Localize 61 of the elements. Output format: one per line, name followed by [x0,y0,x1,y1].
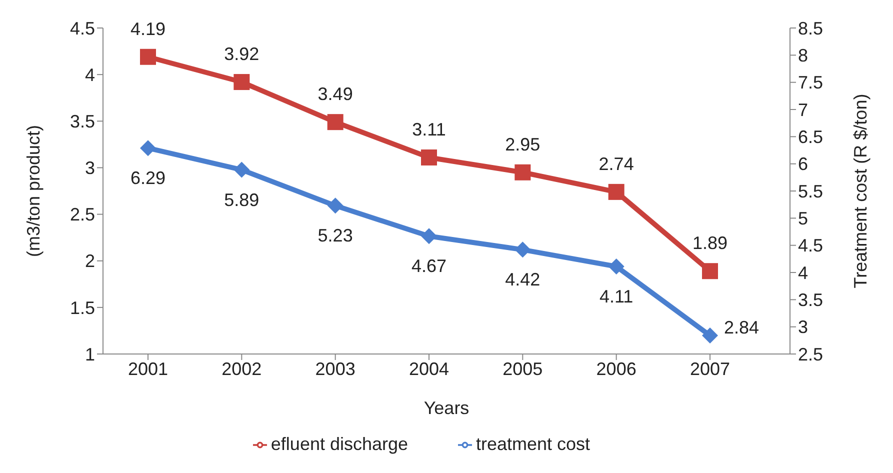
data-label: 4.19 [130,18,166,39]
point [702,328,718,344]
data-label: 2.95 [505,134,540,154]
y2-tick-label: 4 [798,262,808,283]
y-axis-title: (m3/ton product) [23,124,44,258]
data-label: 3.49 [318,84,353,104]
y2-tick-label: 6.5 [798,127,824,148]
x-tick-label: 2003 [315,358,356,379]
point [140,48,156,65]
y-tick-label: 1.5 [70,298,95,318]
y-tick-label: 2 [84,251,95,272]
legend-label: efluent discharge [270,434,408,454]
x-tick-label: 2007 [690,358,730,379]
data-label: 6.29 [130,168,166,188]
data-label: 2.74 [598,154,634,174]
y2-tick-label: 2.5 [798,344,824,364]
point [608,258,624,275]
point [421,228,437,244]
y2-tick-label: 3.5 [798,290,824,310]
point [514,164,531,180]
y2-tick-label: 5.5 [798,181,824,202]
y-tick-label: 4 [84,64,95,85]
y2-axis-title: Treatment cost (R $/ton) [850,94,870,288]
x-tick-label: 2006 [596,358,636,379]
data-label: 3.11 [412,119,446,140]
point [140,140,156,156]
x-tick-label: 2004 [408,358,450,379]
point [234,162,250,178]
x-axis-title: Years [424,398,470,418]
data-label: 2.84 [724,318,760,338]
point [702,263,718,280]
y2-tick-label: 6 [798,154,808,174]
y-tick-label: 3.5 [70,112,95,132]
x-tick-label: 2005 [502,358,543,379]
data-label: 3.92 [224,44,260,64]
y-tick-label: 2.5 [70,204,95,225]
point [327,114,344,130]
data-label: 5.89 [224,190,260,210]
y2-tick-label: 8 [798,46,808,66]
y-tick-label: 4.5 [70,18,95,38]
y2-tick-label: 7 [798,100,808,120]
data-label: 4.11 [599,286,634,307]
x-tick-label: 2001 [128,358,168,379]
y2-tick-label: 5 [798,208,808,229]
data-label: 4.67 [411,256,447,276]
data-label: 5.23 [318,226,353,246]
y-tick-label: 1 [84,344,95,364]
point [514,242,531,258]
data-label: 1.89 [692,233,728,254]
point [608,184,624,200]
x-tick-label: 2002 [222,358,262,379]
y2-tick-label: 8.5 [798,18,824,38]
legend-label: treatment cost [476,434,590,454]
y2-tick-label: 4.5 [798,236,824,256]
y2-tick-label: 7.5 [798,72,824,93]
point [421,149,437,166]
y2-tick-label: 3 [798,317,808,338]
y-tick-label: 3 [84,158,95,178]
point [327,198,344,214]
data-label: 4.42 [505,270,540,290]
point [234,74,250,90]
